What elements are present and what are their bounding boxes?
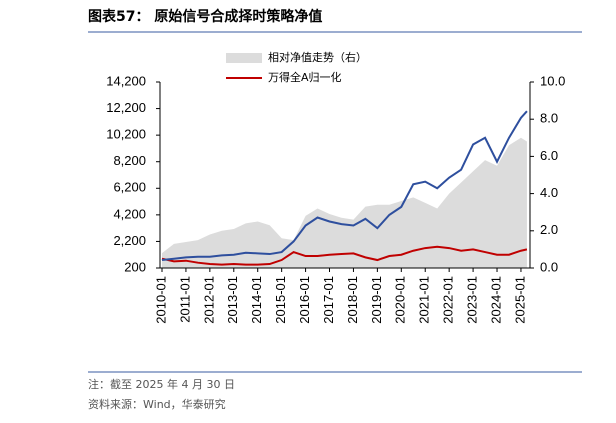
- x-tick-label: 2020-01: [393, 276, 408, 324]
- x-tick-label: 2016-01: [297, 276, 312, 324]
- x-tick-label: 2011-01: [177, 276, 192, 323]
- x-tick-label: 2022-01: [441, 276, 456, 324]
- y2-tick-label: 2.0: [540, 222, 558, 237]
- line: [161, 245, 528, 266]
- legend-label: 相对净值走势（右）: [268, 50, 367, 64]
- x-tick-label: 2018-01: [345, 276, 360, 324]
- y-tick-label: 14,200: [106, 73, 146, 88]
- x-tick-label: 2013-01: [225, 276, 240, 324]
- area: [162, 137, 527, 268]
- x-tick-label: 2017-01: [321, 276, 336, 324]
- y-tick-label: 4,200: [113, 206, 146, 221]
- source: 资料来源：Wind，华泰研究: [88, 397, 226, 411]
- y2-tick-label: 10.0: [540, 73, 565, 88]
- y-tick-label: 12,200: [106, 100, 146, 115]
- y-tick-label: 200: [124, 259, 146, 274]
- y2-tick-label: 8.0: [540, 111, 558, 126]
- line: [161, 110, 528, 262]
- y-tick-label: 10,200: [106, 127, 146, 142]
- chart-title: 图表57： 原始信号合成择时策略净值: [88, 8, 322, 25]
- x-tick-label: 2024-01: [488, 276, 503, 324]
- x-tick-label: 2021-01: [417, 276, 432, 324]
- x-tick-label: 2014-01: [249, 276, 264, 324]
- y-tick-label: 6,200: [113, 180, 146, 195]
- x-tick-label: 2012-01: [201, 276, 216, 324]
- y2-tick-label: 6.0: [540, 148, 558, 163]
- x-tick-label: 2025-01: [512, 276, 527, 324]
- y2-tick-label: 4.0: [540, 185, 558, 200]
- x-tick-label: 2015-01: [273, 276, 288, 324]
- y2-tick-label: 0.0: [540, 259, 558, 274]
- legend-label: 万得全A归一化: [268, 70, 342, 84]
- note: 注：截至 2025 年 4 月 30 日: [88, 377, 235, 391]
- x-tick-label: 2023-01: [465, 276, 480, 324]
- y-tick-label: 2,200: [113, 233, 146, 248]
- legend-swatch: [226, 53, 262, 63]
- x-tick-label: 2010-01: [153, 276, 168, 324]
- x-tick-label: 2019-01: [369, 276, 384, 324]
- y-tick-label: 8,200: [113, 153, 146, 168]
